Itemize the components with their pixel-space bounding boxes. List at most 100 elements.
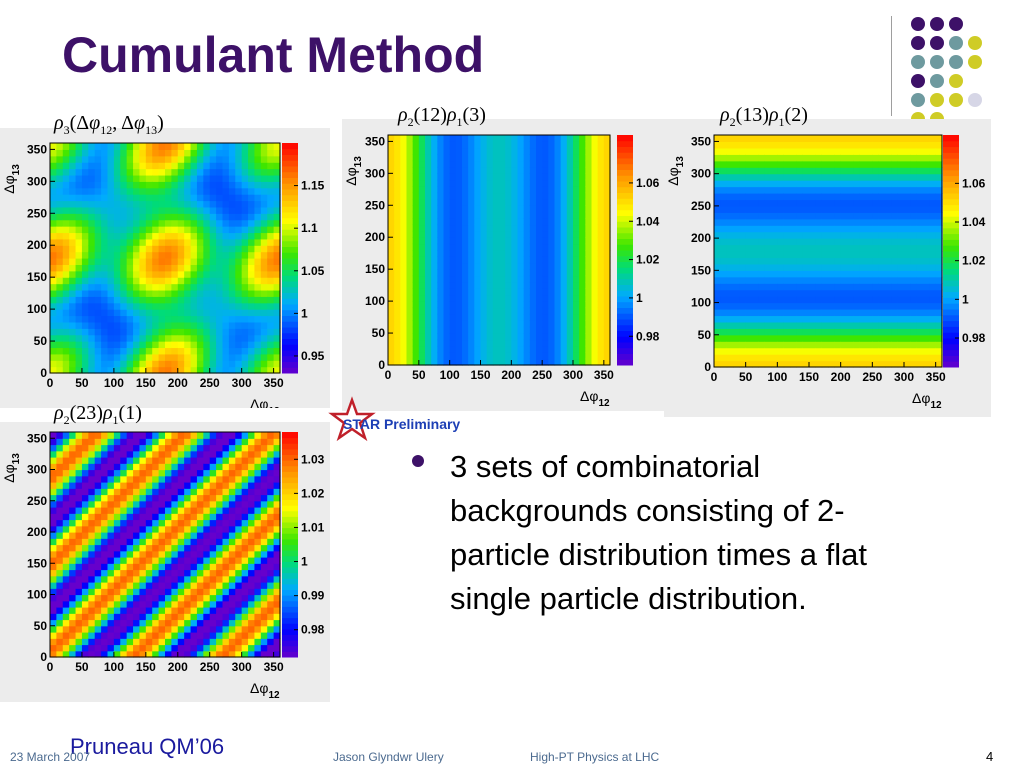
heatmap-cell — [517, 192, 525, 200]
heatmap-cell — [935, 283, 943, 291]
heatmap-cell — [437, 307, 445, 315]
colorbar-segment — [617, 163, 633, 170]
heatmap-cell — [802, 263, 810, 271]
heatmap-cell — [809, 193, 816, 201]
heatmap-cell — [222, 162, 230, 170]
title-divider-line — [891, 16, 892, 116]
heatmap-cell — [536, 250, 543, 257]
heatmap-cell — [273, 219, 281, 227]
heatmap-cell — [449, 352, 457, 360]
heatmap-cell — [412, 192, 420, 200]
heatmap-cell — [455, 218, 463, 226]
heatmap-cell — [802, 244, 810, 252]
heatmap-cell — [720, 167, 728, 175]
heatmap-cell — [828, 354, 835, 362]
heatmap-cell — [101, 187, 109, 195]
x-tick-label: 50 — [75, 376, 89, 390]
heatmap-cell — [177, 438, 185, 446]
heatmap-cell — [88, 619, 96, 627]
heatmap-cell — [910, 276, 918, 284]
heatmap-cell — [505, 307, 512, 315]
heatmap-cell — [120, 155, 128, 163]
heatmap-cell — [834, 180, 842, 188]
heatmap-cell — [474, 243, 482, 251]
heatmap-cell — [916, 296, 924, 304]
heatmap-cell — [171, 270, 179, 278]
heatmap-cell — [152, 264, 160, 272]
heatmap-cell — [529, 218, 537, 226]
heatmap-cell — [548, 192, 556, 200]
heatmap-cell — [847, 328, 854, 336]
heatmap-cell — [923, 302, 930, 310]
heatmap-cell — [566, 154, 574, 162]
heatmap-cell — [228, 181, 236, 189]
heatmap-cell — [158, 550, 166, 558]
heatmap-cell — [177, 557, 185, 564]
heatmap-cell — [511, 301, 519, 309]
heatmap-cell — [891, 135, 899, 143]
heatmap-cell — [462, 262, 469, 270]
heatmap-cell — [184, 315, 192, 323]
heatmap-cell — [113, 500, 121, 508]
heatmap-cell — [133, 219, 141, 227]
colorbar-segment — [617, 169, 633, 176]
heatmap-cell — [548, 269, 556, 277]
heatmap-cell — [853, 212, 861, 220]
heatmap-cell — [542, 224, 549, 232]
heatmap-cell — [916, 193, 924, 201]
heatmap-cell — [177, 500, 185, 508]
heatmap-cell — [107, 625, 115, 633]
heatmap-cell — [75, 181, 83, 189]
heatmap-cell — [107, 513, 115, 521]
heatmap-cell — [254, 366, 262, 374]
heatmap-cell — [75, 277, 83, 285]
heatmap-cell — [492, 307, 500, 315]
heatmap-cell — [910, 135, 918, 143]
heatmap-cell — [133, 194, 141, 202]
heatmap-cell — [228, 194, 236, 202]
heatmap-cell — [126, 432, 134, 439]
heatmap-cell — [62, 283, 70, 291]
heatmap-cell — [139, 619, 147, 627]
heatmap-cell — [165, 625, 172, 633]
heatmap-cell — [88, 251, 96, 259]
heatmap-cell — [145, 194, 153, 202]
heatmap-cell — [872, 321, 880, 329]
heatmap-cell — [916, 309, 924, 317]
heatmap-cell — [462, 243, 469, 251]
heatmap-cell — [241, 360, 249, 368]
heatmap-cell — [113, 625, 121, 633]
heatmap-cell — [241, 238, 249, 246]
heatmap-cell — [511, 250, 519, 257]
heatmap-cell — [828, 212, 835, 220]
heatmap-cell — [145, 544, 153, 552]
heatmap-cell — [872, 154, 880, 162]
heatmap-cell — [745, 283, 753, 291]
heatmap-cell — [752, 244, 759, 252]
heatmap-cell — [152, 328, 160, 336]
colorbar-segment — [282, 275, 298, 282]
heatmap-cell — [821, 276, 829, 284]
heatmap-cell — [462, 237, 469, 245]
heatmap-cell — [859, 296, 867, 304]
heatmap-cell — [866, 328, 873, 336]
heatmap-cell — [566, 224, 574, 232]
heatmap-cell — [872, 147, 880, 155]
heatmap-cell — [579, 218, 586, 226]
heatmap-cell — [910, 354, 918, 362]
heatmap-cell — [145, 302, 153, 310]
heatmap-cell — [529, 160, 537, 168]
heatmap-cell — [267, 270, 275, 278]
heatmap-cell — [235, 334, 243, 342]
heatmap-cell — [69, 569, 77, 577]
heatmap-cell — [462, 192, 469, 200]
heatmap-cell — [542, 192, 549, 200]
heatmap-cell — [113, 194, 121, 202]
heatmap-cell — [935, 205, 943, 213]
heatmap-cell — [248, 226, 256, 234]
heatmap-cell — [777, 315, 785, 323]
heatmap-cell — [815, 193, 823, 201]
heatmap-cell — [120, 563, 128, 571]
colorbar-segment — [617, 244, 633, 251]
heatmap-cell — [184, 194, 192, 202]
